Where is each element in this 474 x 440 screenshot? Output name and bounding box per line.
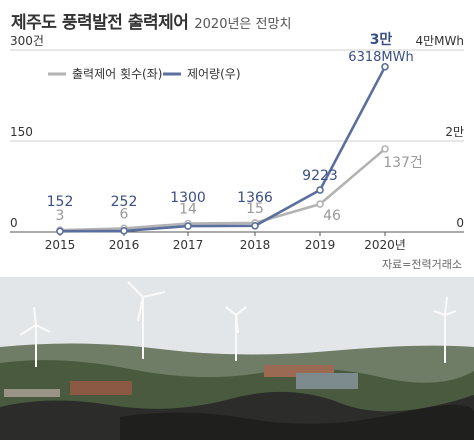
count-data-label: 14 bbox=[179, 202, 197, 218]
photo-hut bbox=[70, 381, 132, 395]
volume-data-label: 252 bbox=[111, 194, 138, 210]
series-line-volume bbox=[59, 66, 387, 233]
source-note: 자료=전력거래소 bbox=[381, 258, 462, 271]
series-point-volume bbox=[381, 62, 389, 71]
wind-farm-photo bbox=[0, 277, 474, 440]
right-axis-tick-label: 2만 bbox=[445, 125, 464, 139]
right-axis-tick-label: 4만MWh bbox=[416, 34, 465, 48]
chart-plot: 0 150 300건 0 2만 4만MWh 2015 2016 2017 2018 2019 2020… bbox=[10, 32, 465, 252]
series-point-count bbox=[316, 200, 324, 208]
count-data-label: 137건 bbox=[383, 155, 423, 171]
x-tick-label: 2017 bbox=[173, 238, 204, 252]
series-point-volume bbox=[120, 227, 128, 235]
x-tick-label: 2016 bbox=[109, 238, 140, 252]
count-data-label: 15 bbox=[246, 201, 264, 217]
series-point-volume bbox=[316, 186, 324, 194]
chart-subtitle: 2020년은 전망치 bbox=[194, 17, 292, 32]
photo-building bbox=[296, 373, 358, 389]
x-tick-label: 2018 bbox=[240, 238, 271, 252]
left-axis-tick-label: 150 bbox=[10, 125, 33, 139]
series-line-count bbox=[59, 147, 386, 232]
count-data-label: 6 bbox=[120, 206, 129, 222]
chart-title: 제주도 풍력발전 출력제어 bbox=[11, 13, 189, 33]
volume-data-label: 6318MWh bbox=[348, 50, 413, 65]
volume-data-label: 9223 bbox=[302, 168, 338, 184]
legend-label: 제어량(우) bbox=[187, 67, 241, 81]
series-point-count bbox=[381, 145, 389, 153]
x-tick-label: 2015 bbox=[45, 238, 76, 252]
photo-wall bbox=[4, 389, 60, 397]
right-axis-tick-label: 0 bbox=[456, 216, 464, 230]
left-axis-tick-label: 0 bbox=[10, 216, 18, 230]
volume-data-label: 3만 bbox=[370, 32, 393, 48]
series-point-volume bbox=[184, 222, 192, 230]
left-axis-tick-label: 300건 bbox=[10, 34, 44, 48]
volume-data-label: 1366 bbox=[237, 190, 273, 206]
series-point-volume bbox=[251, 221, 259, 230]
volume-data-label: 1300 bbox=[170, 190, 206, 206]
count-data-label: 46 bbox=[323, 208, 341, 224]
title-line: 제주도 풍력발전 출력제어 2020년은 전망치 bbox=[11, 8, 291, 33]
x-tick-label: 2020년 bbox=[364, 238, 406, 252]
photo-rocks-front bbox=[120, 405, 474, 440]
photo-turbines bbox=[19, 281, 457, 367]
series-point-volume bbox=[56, 227, 64, 236]
x-tick-label: 2019 bbox=[305, 238, 336, 252]
count-data-label: 3 bbox=[56, 208, 65, 224]
volume-data-label: 152 bbox=[47, 194, 74, 210]
legend-label: 출력제어 횟수(좌) bbox=[72, 67, 162, 81]
